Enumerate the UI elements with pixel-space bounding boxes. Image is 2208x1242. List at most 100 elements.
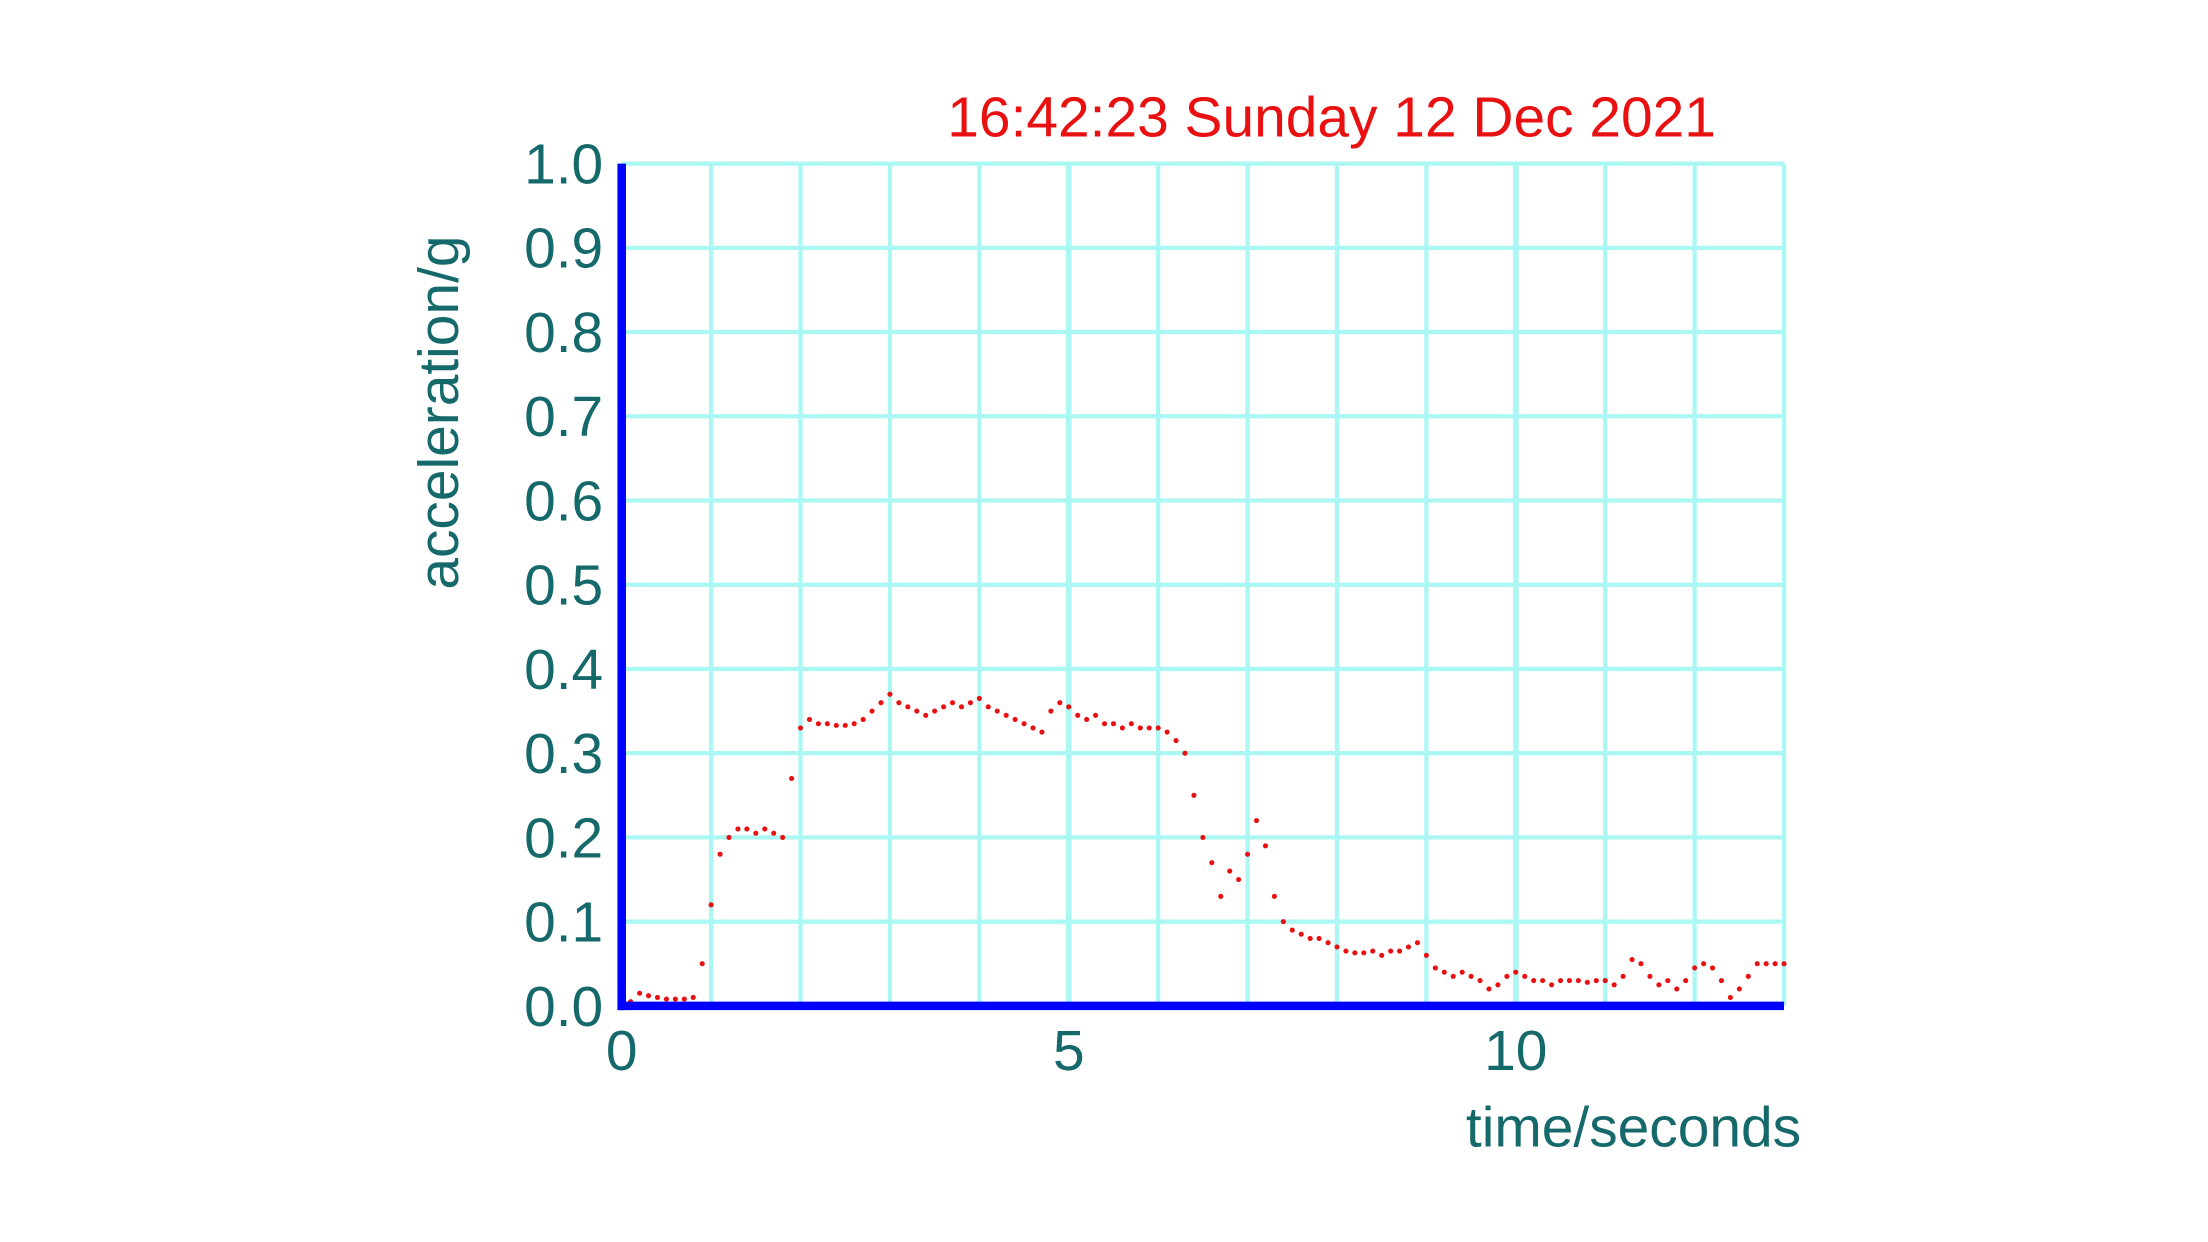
axes: 0.0 0.1 0.2 0.3 0.4 0.5 0.6 0.7 0.8 0.9 1.0 0 5 10 bbox=[524, 133, 1785, 1083]
point bbox=[1334, 944, 1340, 950]
point bbox=[1486, 986, 1492, 992]
point bbox=[1692, 965, 1698, 971]
point bbox=[806, 716, 813, 723]
point bbox=[1119, 725, 1125, 731]
point bbox=[851, 721, 857, 727]
grid bbox=[618, 161, 1787, 1008]
point bbox=[1236, 876, 1242, 883]
x-tick-label: 0 bbox=[606, 1019, 638, 1083]
point bbox=[1549, 982, 1555, 988]
point bbox=[726, 834, 732, 840]
point bbox=[1388, 948, 1394, 954]
point bbox=[797, 725, 804, 731]
point bbox=[654, 994, 661, 1000]
point bbox=[1057, 700, 1063, 706]
point bbox=[1155, 725, 1161, 731]
point bbox=[1781, 961, 1787, 967]
y-axis-label: acceleration/g bbox=[407, 235, 471, 589]
points bbox=[619, 691, 1787, 1005]
point bbox=[1343, 948, 1349, 954]
point bbox=[1709, 965, 1716, 971]
point bbox=[1727, 994, 1733, 1000]
point bbox=[637, 990, 643, 996]
point bbox=[1084, 716, 1090, 723]
point bbox=[1674, 986, 1680, 992]
x-axis-label: time/seconds bbox=[1466, 1096, 1801, 1160]
point bbox=[1253, 817, 1260, 824]
point bbox=[815, 721, 821, 727]
point bbox=[1575, 978, 1581, 984]
point bbox=[1289, 927, 1295, 933]
point bbox=[958, 704, 965, 710]
y-tick-label: 0.4 bbox=[524, 638, 603, 702]
point bbox=[941, 704, 947, 710]
point bbox=[1280, 919, 1286, 925]
point bbox=[1513, 969, 1519, 975]
point bbox=[1271, 893, 1277, 899]
point bbox=[1736, 986, 1742, 992]
point bbox=[1030, 725, 1036, 731]
point bbox=[1450, 973, 1456, 979]
point bbox=[1459, 969, 1465, 975]
x-tick-label: 10 bbox=[1484, 1019, 1547, 1083]
point bbox=[1370, 948, 1376, 954]
point bbox=[1477, 978, 1483, 984]
point bbox=[860, 716, 866, 723]
point bbox=[1611, 982, 1617, 988]
point bbox=[1218, 893, 1224, 899]
point bbox=[1048, 708, 1054, 714]
point bbox=[699, 961, 705, 967]
point bbox=[1647, 973, 1653, 979]
point bbox=[1003, 712, 1009, 718]
point bbox=[744, 826, 750, 832]
point bbox=[1137, 725, 1143, 731]
point bbox=[708, 902, 714, 908]
point bbox=[1405, 944, 1412, 950]
point bbox=[1307, 935, 1313, 942]
point bbox=[1066, 704, 1072, 710]
point bbox=[1227, 868, 1233, 874]
point bbox=[1075, 712, 1081, 718]
y-tick-label: 0.2 bbox=[524, 806, 603, 870]
point bbox=[1540, 978, 1546, 984]
point bbox=[1531, 978, 1537, 984]
point bbox=[1638, 961, 1644, 967]
point bbox=[967, 700, 973, 706]
point bbox=[1772, 961, 1778, 967]
point bbox=[1021, 721, 1027, 727]
y-tick-label: 0.3 bbox=[524, 722, 603, 786]
point bbox=[1414, 940, 1421, 946]
point bbox=[1146, 725, 1152, 731]
point bbox=[1325, 940, 1331, 946]
point bbox=[780, 834, 786, 840]
point bbox=[878, 700, 884, 706]
y-tick-label: 1.0 bbox=[524, 133, 603, 197]
y-tick-label: 0.7 bbox=[524, 385, 603, 449]
y-tick-label: 0.1 bbox=[524, 891, 603, 955]
point bbox=[1191, 792, 1197, 798]
point bbox=[1620, 973, 1626, 979]
point bbox=[1665, 978, 1671, 984]
point bbox=[1209, 860, 1215, 866]
y-tick-label: 0.9 bbox=[524, 217, 603, 281]
point bbox=[1441, 969, 1447, 975]
point bbox=[824, 721, 830, 727]
point bbox=[1522, 973, 1528, 979]
point bbox=[1629, 956, 1635, 963]
point bbox=[896, 700, 902, 706]
point bbox=[1039, 729, 1045, 735]
point bbox=[1593, 978, 1599, 984]
point bbox=[1566, 978, 1573, 984]
y-tick-label: 0.5 bbox=[524, 554, 603, 618]
point bbox=[923, 712, 929, 718]
point bbox=[887, 691, 893, 697]
point bbox=[1557, 978, 1564, 984]
point bbox=[914, 708, 920, 714]
point bbox=[1397, 948, 1403, 954]
point bbox=[1495, 982, 1501, 988]
point bbox=[1164, 729, 1170, 735]
point bbox=[789, 775, 795, 781]
point bbox=[976, 695, 982, 701]
point bbox=[994, 708, 1000, 714]
point bbox=[1012, 716, 1018, 723]
